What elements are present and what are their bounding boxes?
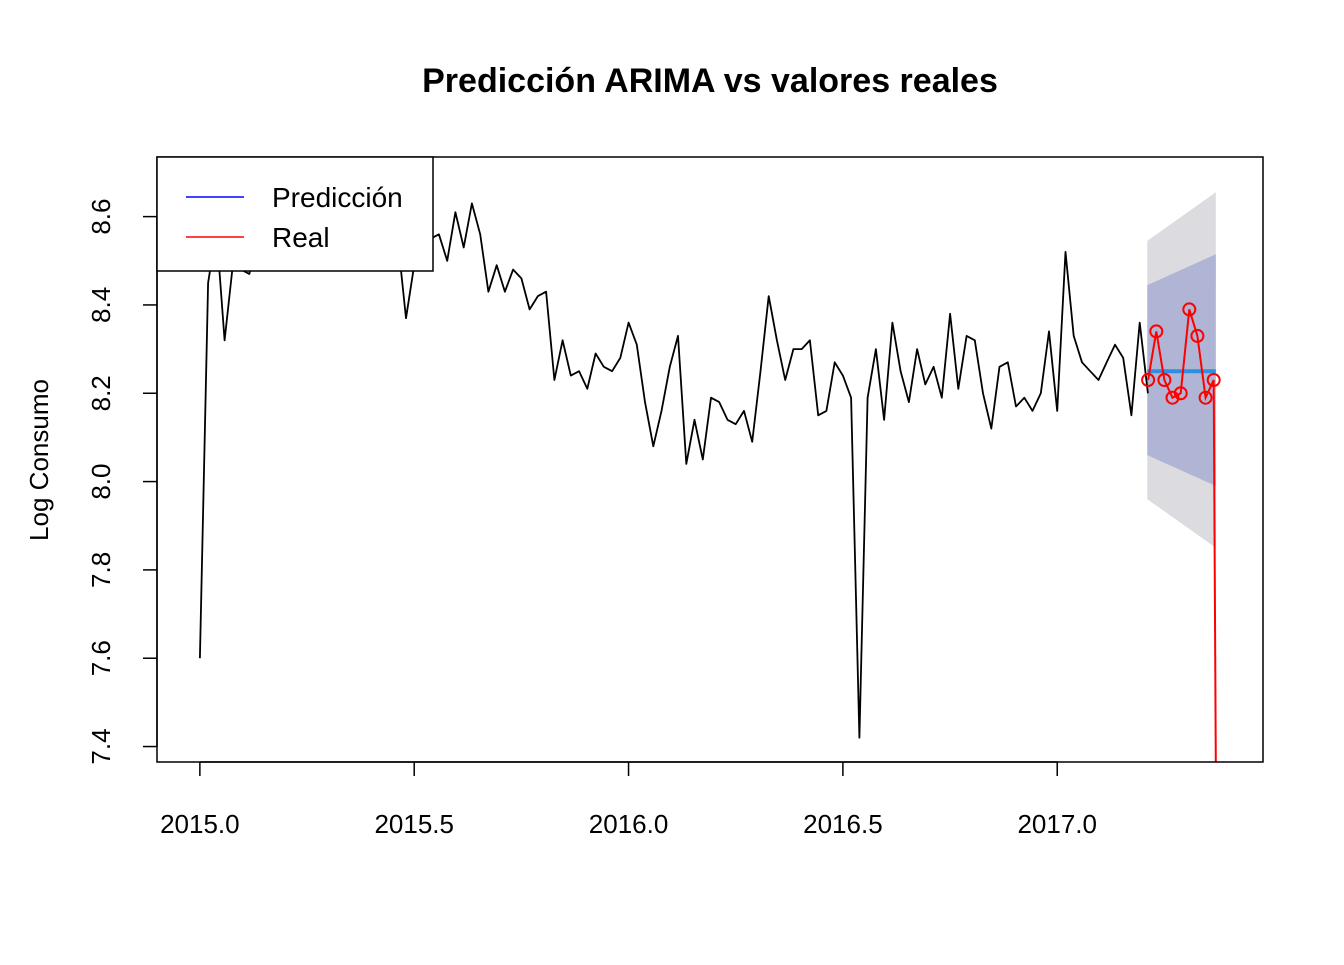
real-point <box>1198 390 1213 405</box>
y-tick-label: 7.8 <box>86 552 116 588</box>
real-point <box>1149 324 1164 339</box>
x-tick-label: 2017.0 <box>1017 809 1097 839</box>
real-point <box>1173 386 1188 401</box>
x-tick-label: 2016.5 <box>803 809 883 839</box>
y-tick-label: 7.6 <box>86 640 116 676</box>
y-tick-label: 8.6 <box>86 199 116 235</box>
real-point <box>1157 373 1172 387</box>
y-tick-label: 8.2 <box>86 375 116 411</box>
chart-title: Predicción ARIMA vs valores reales <box>422 62 998 100</box>
x-tick-label: 2015.0 <box>160 809 240 839</box>
y-tick-label: 8.4 <box>86 287 116 323</box>
x-tick-label: 2016.0 <box>589 809 669 839</box>
y-axis-label: Log Consumo <box>24 379 54 541</box>
real-line <box>1147 309 1217 763</box>
observed-line <box>199 202 1149 739</box>
y-tick-label: 8.0 <box>86 464 116 500</box>
real-point <box>1206 373 1221 387</box>
legend-label-real: Real <box>272 222 330 253</box>
real-series <box>1141 302 1221 763</box>
observed-series <box>199 202 1149 739</box>
real-point <box>1141 373 1156 387</box>
y-tick-label: 7.4 <box>86 728 116 764</box>
real-point <box>1182 302 1197 317</box>
x-tick-label: 2015.5 <box>374 809 454 839</box>
x-axis: 2015.0 2015.5 2016.0 2016.5 2017.0 <box>160 761 1097 839</box>
legend-label-prediccion: Predicción <box>272 182 403 213</box>
real-point <box>1190 328 1205 343</box>
y-axis: 7.4 7.6 7.8 8.0 8.2 8.4 8.6 <box>86 199 158 765</box>
real-point <box>1165 390 1180 405</box>
legend: Predicción Real <box>156 156 434 272</box>
legend-box <box>156 156 434 272</box>
